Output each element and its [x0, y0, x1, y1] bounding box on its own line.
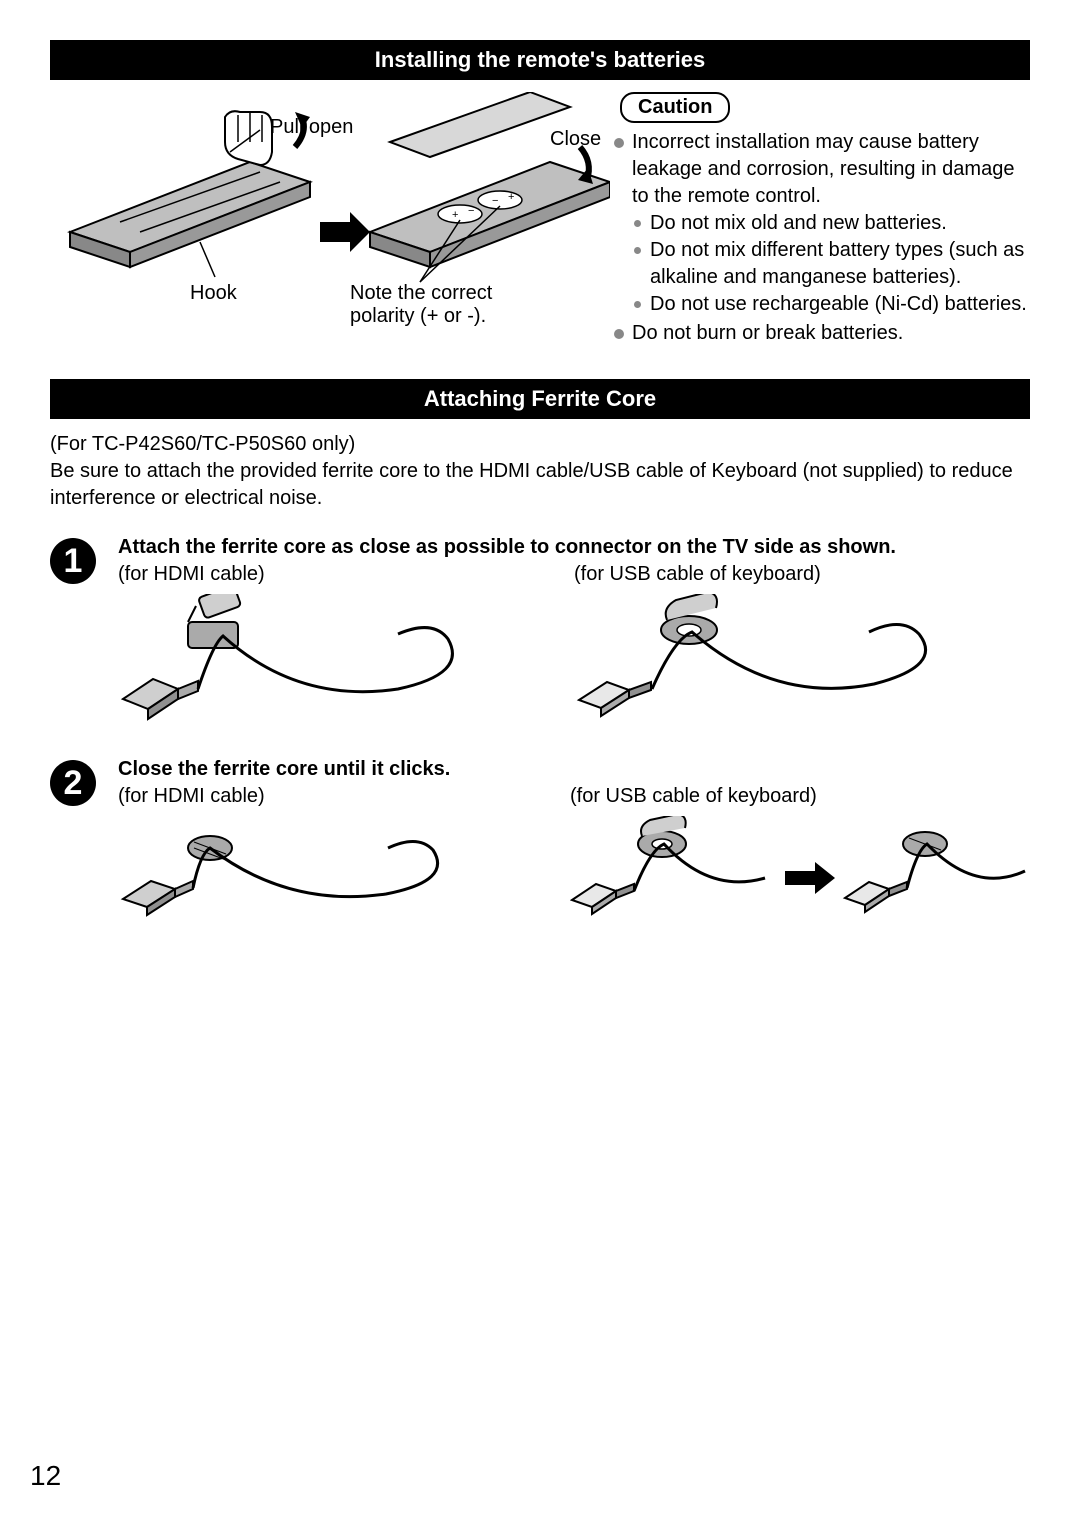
step2-left-label: (for HDMI cable): [118, 785, 570, 808]
step-2: 2 Close the ferrite core until it clicks…: [50, 758, 1030, 937]
caution-item: Incorrect installation may cause battery…: [610, 129, 1030, 318]
caution-heading: Caution: [620, 92, 730, 123]
caution-sub-item: Do not mix old and new batteries.: [632, 210, 1030, 237]
caution-sub-item: Do not use rechargeable (Ni-Cd) batterie…: [632, 291, 1030, 318]
page-number: 12: [30, 1460, 61, 1492]
label-hook: Hook: [190, 282, 237, 305]
step2-right-col: (for USB cable of keyboard): [570, 785, 1030, 937]
step-number-icon: 2: [50, 760, 96, 806]
caution-block: Caution Incorrect installation may cause…: [610, 92, 1030, 349]
step1-right-label: (for USB cable of keyboard): [574, 563, 1030, 586]
step-body: Attach the ferrite core as close as poss…: [118, 536, 1030, 740]
intro-body: Be sure to attach the provided ferrite c…: [50, 458, 1030, 512]
step-1: 1 Attach the ferrite core as close as po…: [50, 536, 1030, 740]
svg-text:−: −: [468, 205, 474, 217]
step-heading: Attach the ferrite core as close as poss…: [118, 536, 1030, 559]
hdmi-cable-closed-diagram: [118, 816, 488, 931]
battery-illustration-area: + − − + Pull open Hoo: [50, 92, 610, 349]
section-header-batteries: Installing the remote's batteries: [50, 40, 1030, 80]
label-polarity: Note the correct polarity (+ or -).: [350, 282, 530, 328]
step2-right-label: (for USB cable of keyboard): [570, 785, 1030, 808]
step-heading: Close the ferrite core until it clicks.: [118, 758, 1030, 781]
label-close: Close: [550, 128, 601, 151]
hdmi-cable-open-diagram: [118, 594, 488, 734]
caution-sublist: Do not mix old and new batteries. Do not…: [632, 210, 1030, 318]
label-pull-open: Pull open: [270, 116, 353, 139]
usb-cable-open-diagram: [574, 594, 974, 734]
usb-cable-closed-diagram: [570, 816, 1030, 931]
ferrite-intro: (For TC-P42S60/TC-P50S60 only) Be sure t…: [50, 431, 1030, 512]
step-body: Close the ferrite core until it clicks. …: [118, 758, 1030, 937]
caution-text: Incorrect installation may cause battery…: [632, 131, 1014, 207]
model-note: (For TC-P42S60/TC-P50S60 only): [50, 431, 1030, 458]
step1-left-col: (for HDMI cable): [118, 563, 574, 740]
caution-item: Do not burn or break batteries.: [610, 320, 1030, 347]
step1-left-label: (for HDMI cable): [118, 563, 574, 586]
svg-text:+: +: [452, 209, 458, 221]
caution-sub-item: Do not mix different battery types (such…: [632, 237, 1030, 291]
section-header-ferrite: Attaching Ferrite Core: [50, 379, 1030, 419]
step1-right-col: (for USB cable of keyboard): [574, 563, 1030, 740]
caution-list: Incorrect installation may cause battery…: [610, 129, 1030, 347]
step-number-icon: 1: [50, 538, 96, 584]
svg-text:−: −: [492, 195, 498, 207]
svg-text:+: +: [508, 191, 514, 203]
step2-left-col: (for HDMI cable): [118, 785, 570, 937]
batteries-section: + − − + Pull open Hoo: [50, 92, 1030, 349]
